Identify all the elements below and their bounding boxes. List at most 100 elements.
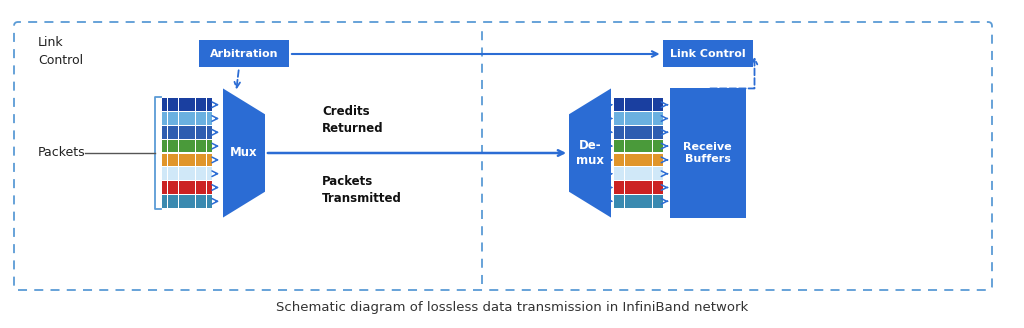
Bar [613, 126, 618, 138]
Bar [201, 126, 206, 138]
Bar [162, 98, 167, 111]
Bar [625, 112, 630, 125]
Bar [620, 154, 625, 166]
Bar [207, 168, 212, 180]
Bar [613, 112, 618, 125]
Bar [647, 154, 652, 166]
Bar [179, 140, 184, 152]
Bar [636, 195, 641, 208]
Bar [647, 98, 652, 111]
Bar [636, 140, 641, 152]
Text: De-
mux: De- mux [575, 139, 604, 167]
Bar [179, 126, 184, 138]
Bar [613, 195, 618, 208]
Bar [162, 112, 167, 125]
Bar [641, 140, 646, 152]
Bar [658, 140, 664, 152]
Bar [647, 181, 652, 194]
Bar [613, 168, 618, 180]
Bar [168, 181, 173, 194]
Bar [641, 154, 646, 166]
Bar [625, 98, 630, 111]
Bar [652, 181, 657, 194]
Text: Arbitration: Arbitration [210, 49, 279, 59]
Bar [641, 181, 646, 194]
Bar [162, 126, 167, 138]
Bar [201, 154, 206, 166]
Bar [658, 98, 664, 111]
Bar [658, 195, 664, 208]
Bar [162, 168, 167, 180]
Bar [173, 112, 178, 125]
Bar [168, 154, 173, 166]
Bar [652, 112, 657, 125]
Bar [647, 126, 652, 138]
Bar [168, 168, 173, 180]
Bar [670, 89, 745, 217]
Bar [641, 195, 646, 208]
Bar [620, 181, 625, 194]
Bar [179, 154, 184, 166]
Bar [196, 98, 201, 111]
Bar [168, 112, 173, 125]
Bar [620, 126, 625, 138]
Bar [652, 98, 657, 111]
Text: Packets: Packets [38, 147, 86, 159]
Bar [647, 168, 652, 180]
Bar [190, 112, 196, 125]
Text: Packets
Transmitted: Packets Transmitted [322, 175, 401, 205]
Bar [179, 98, 184, 111]
Bar [196, 154, 201, 166]
Bar [636, 168, 641, 180]
Bar [613, 154, 618, 166]
Bar [201, 98, 206, 111]
Bar [201, 195, 206, 208]
Bar [625, 126, 630, 138]
Bar [201, 181, 206, 194]
Bar [179, 112, 184, 125]
Bar [173, 181, 178, 194]
Bar [196, 126, 201, 138]
Bar [631, 112, 636, 125]
Bar [631, 154, 636, 166]
Bar [652, 154, 657, 166]
Bar [184, 181, 189, 194]
Bar [184, 140, 189, 152]
Bar [625, 154, 630, 166]
Bar [647, 195, 652, 208]
Bar [190, 195, 196, 208]
Bar [168, 140, 173, 152]
Bar [636, 112, 641, 125]
Text: Credits
Returned: Credits Returned [322, 105, 384, 135]
Bar [196, 140, 201, 152]
Bar [631, 181, 636, 194]
Bar [658, 126, 664, 138]
Bar [207, 126, 212, 138]
Bar [207, 140, 212, 152]
Bar [613, 98, 618, 111]
Bar [190, 98, 196, 111]
Bar [190, 126, 196, 138]
Bar [631, 126, 636, 138]
Bar [179, 181, 184, 194]
Bar [625, 181, 630, 194]
Bar [173, 140, 178, 152]
Polygon shape [569, 89, 611, 217]
Bar [184, 112, 189, 125]
Bar [620, 140, 625, 152]
Bar [636, 154, 641, 166]
Bar [636, 126, 641, 138]
Bar [207, 98, 212, 111]
Bar [652, 140, 657, 152]
Bar [162, 140, 167, 152]
Bar [663, 40, 753, 68]
Bar [207, 195, 212, 208]
Text: Link
Control: Link Control [38, 36, 83, 68]
Bar [179, 195, 184, 208]
Bar [196, 195, 201, 208]
Bar [162, 181, 167, 194]
Text: Link Control: Link Control [670, 49, 745, 59]
Bar [636, 181, 641, 194]
Bar [184, 154, 189, 166]
Bar [620, 168, 625, 180]
